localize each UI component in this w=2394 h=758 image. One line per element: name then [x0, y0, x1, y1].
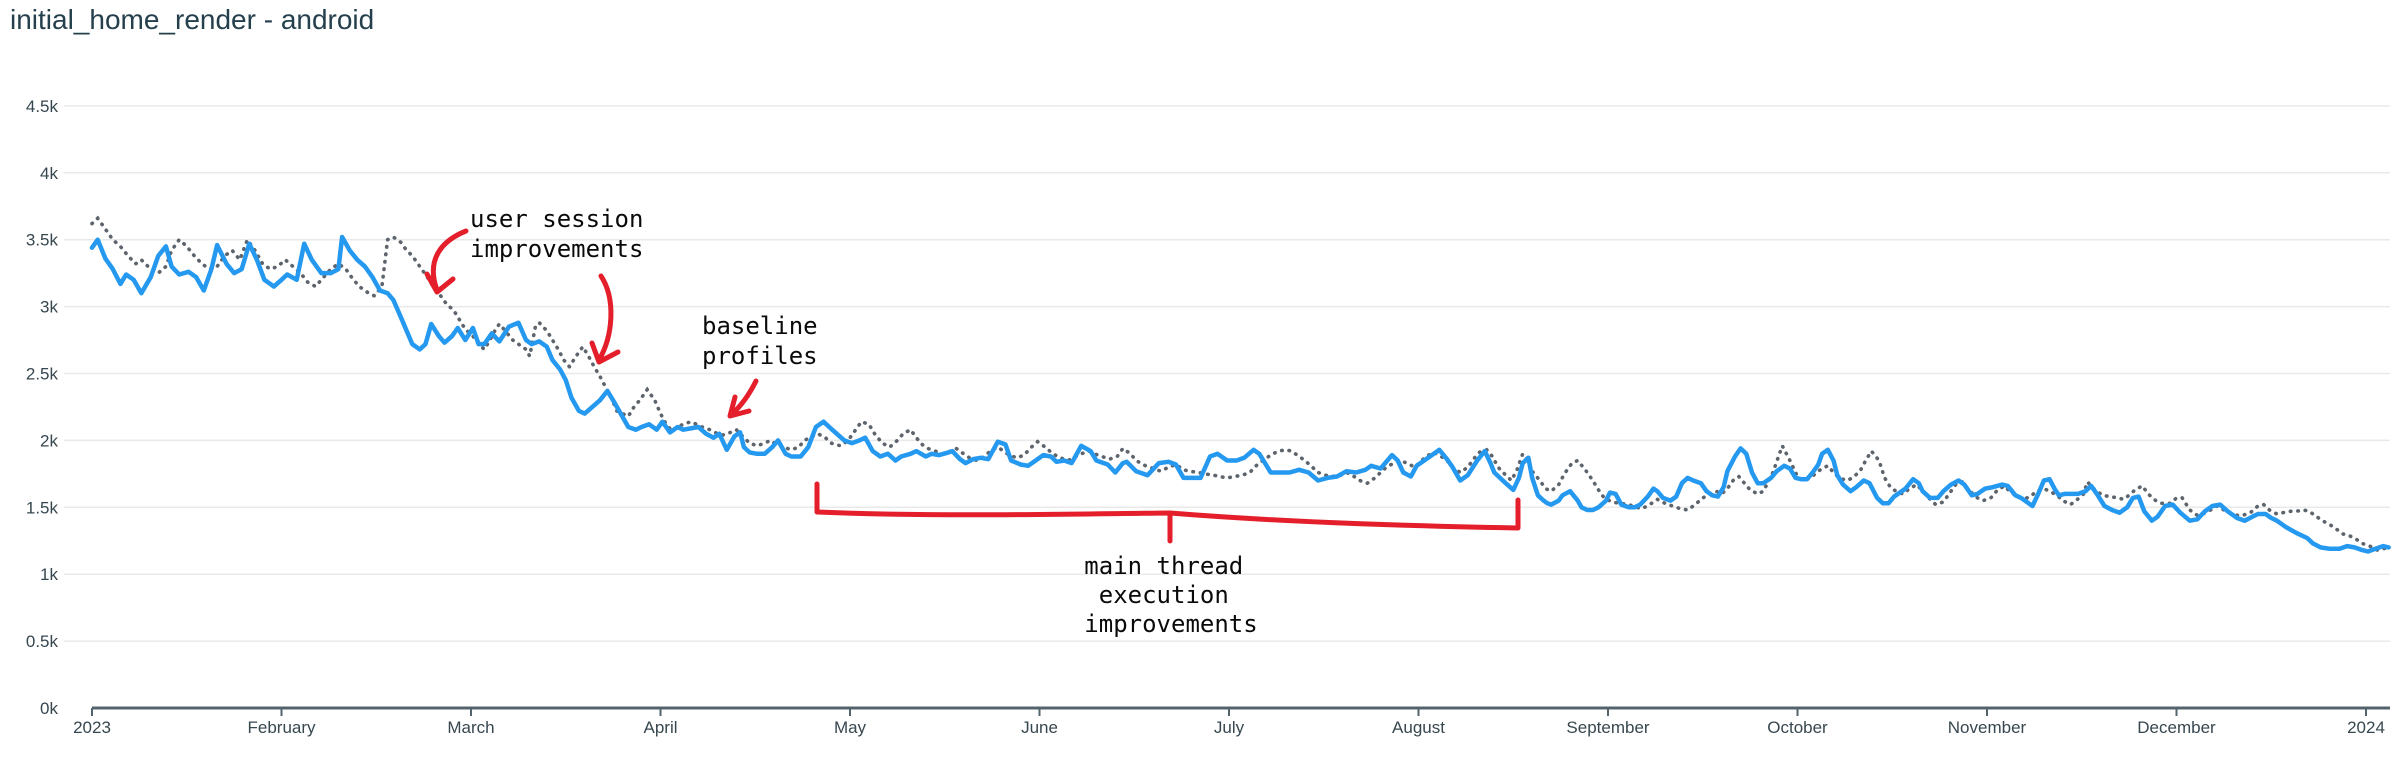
x-tick-label: May	[834, 718, 867, 737]
y-axis-labels: 0k 0.5k 1k 1.5k 2k 2.5k 3k 3.5k 4k 4.5k	[26, 97, 59, 718]
y-tick-label: 1k	[40, 565, 58, 584]
x-tick-label: March	[447, 718, 494, 737]
y-tick-label: 4k	[40, 164, 58, 183]
x-tick-label: September	[1566, 718, 1649, 737]
y-tick-label: 2.5k	[26, 365, 59, 384]
user-session-arrow-2	[589, 273, 621, 365]
x-tick-label: July	[1214, 718, 1245, 737]
gridlines	[64, 105, 2390, 642]
y-tick-label: 0.5k	[26, 632, 59, 651]
annotation-baseline-profiles: baseline profiles	[702, 312, 832, 370]
y-tick-label: 1.5k	[26, 498, 59, 517]
main-thread-bracket	[814, 481, 1521, 544]
x-tick-label: June	[1021, 718, 1058, 737]
x-tick-label: December	[2137, 718, 2216, 737]
user-session-arrow-1	[424, 228, 469, 295]
annotations-layer: user session improvements baseline profi…	[424, 205, 1521, 638]
x-tick-label: February	[247, 718, 316, 737]
x-axis: 2023 February March April May June July August S…	[73, 706, 2390, 737]
annotation-main-thread: main thread execution improvements	[1084, 552, 1257, 638]
x-tick-label: April	[643, 718, 677, 737]
y-tick-label: 0k	[40, 699, 58, 718]
y-tick-label: 3.5k	[26, 231, 59, 250]
y-tick-label: 4.5k	[26, 97, 59, 116]
x-tick-label: 2024	[2347, 718, 2385, 737]
y-tick-label: 3k	[40, 298, 58, 317]
annotation-user-session: user session improvements	[470, 205, 658, 263]
series-dotted-baseline-line	[90, 215, 2391, 553]
y-tick-label: 2k	[40, 431, 58, 450]
x-tick-label: October	[1767, 718, 1828, 737]
x-tick-label: 2023	[73, 718, 111, 737]
chart-title: initial_home_render - android	[10, 4, 375, 35]
x-tick-label: August	[1392, 718, 1445, 737]
series-blue-current-line	[89, 234, 2391, 554]
baseline-profiles-arrow	[727, 378, 759, 419]
x-tick-label: November	[1948, 718, 2027, 737]
